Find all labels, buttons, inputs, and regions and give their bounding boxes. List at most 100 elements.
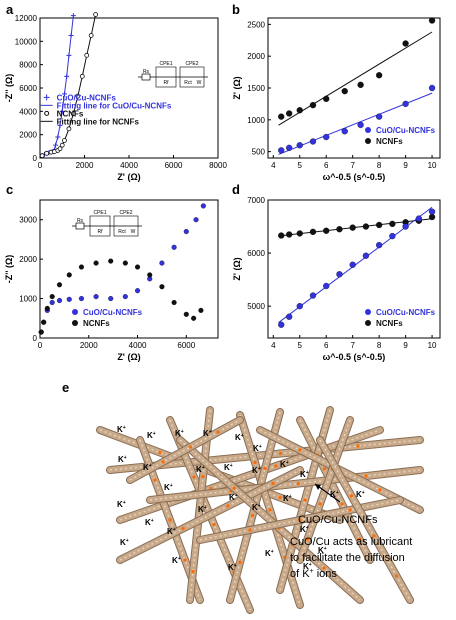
data-point	[402, 100, 409, 108]
data-point	[375, 113, 383, 120]
data-point	[286, 110, 293, 117]
legend-label: NCNFs	[83, 319, 110, 328]
k-ion-label: K+	[318, 546, 327, 555]
k-ion-charge: +	[234, 563, 237, 569]
data-point	[278, 321, 285, 328]
k-ion-label: K+	[253, 444, 262, 453]
fit-line	[278, 31, 433, 126]
legend-marker	[365, 127, 371, 133]
circuit-label: Rs	[143, 69, 150, 75]
panel-label-b: b	[232, 2, 240, 17]
x-tick-label: 0	[38, 161, 43, 170]
data-point	[286, 231, 293, 238]
cuo-particle	[191, 569, 195, 574]
k-ion-charge: +	[286, 460, 289, 466]
cuo-particle	[232, 486, 236, 490]
y-tick-label: 1500	[247, 84, 265, 93]
fiber-stripe	[319, 439, 411, 601]
panel-d: d 4 5 6 7 8 9 10 5000 6000 7000 ω^-0.5 (s^-0.5) Z' (…	[232, 182, 441, 362]
k-ion-charge: +	[123, 425, 126, 431]
data-point	[193, 217, 199, 223]
data-point	[375, 72, 383, 79]
fiber-stripe	[129, 419, 241, 481]
fiber-body	[297, 417, 353, 563]
data-point	[278, 113, 285, 120]
k-ion-charge: +	[123, 500, 126, 506]
fiber	[236, 411, 304, 609]
data-point	[70, 111, 76, 117]
legend-marker	[365, 138, 371, 144]
resistor-rs	[141, 73, 151, 81]
cuo-particle	[348, 508, 352, 512]
caption-material: CuO/Cu-NCNFs	[298, 514, 378, 526]
data-point	[309, 292, 317, 299]
cuo-particle	[274, 464, 278, 468]
data-point	[336, 226, 343, 233]
data-point	[134, 264, 141, 270]
cuo-particle	[322, 566, 326, 570]
y-tick-label: 6000	[247, 249, 265, 258]
k-ion-charge: +	[336, 490, 339, 496]
k-ion-label: K+	[280, 460, 289, 469]
data-point	[159, 284, 165, 290]
cuo-particle	[161, 460, 165, 464]
data-point	[39, 153, 45, 159]
x-tick-label: 4	[271, 161, 276, 170]
data-point	[309, 138, 317, 145]
data-point	[341, 128, 348, 135]
k-ion-charge: +	[151, 518, 154, 524]
circuit-label: CPE2	[119, 210, 132, 216]
cuo-particle	[278, 451, 283, 456]
panel-b: b 4 5 6 7 8 9 10 500 1000 1500 2000 2500 ω^-0.5 (s^-0…	[232, 2, 441, 182]
data-point	[375, 241, 383, 249]
data-point	[375, 221, 383, 229]
fiber-stripe	[179, 439, 361, 601]
k-ion-charge: +	[126, 538, 129, 544]
data-point	[93, 12, 99, 17]
fiber	[196, 496, 404, 544]
y-axis-label: -Z'' (Ω)	[4, 74, 14, 103]
k-ion-charge: +	[309, 562, 312, 568]
data-point	[428, 213, 436, 221]
cuo-particle	[253, 460, 257, 465]
y-tick-label: 0	[33, 334, 38, 343]
k-ion-label: K+	[235, 433, 244, 442]
circuit-inset: CPE1 CPE2 Rs Rf Rct W	[138, 61, 208, 88]
data-point	[402, 40, 409, 47]
cuo-particle	[303, 498, 307, 502]
parallel-block-1	[89, 215, 111, 237]
cuo-particle	[296, 481, 301, 486]
cuo-particle	[268, 508, 272, 512]
k-ion-label: K+	[118, 455, 127, 464]
k-ion-label: K+	[117, 425, 126, 434]
data-point	[296, 142, 303, 149]
cuo-particle	[263, 466, 267, 470]
k-ion-label: K+	[252, 503, 261, 512]
cuo-particle	[188, 445, 193, 449]
k-ion-label: K+	[143, 463, 152, 472]
x-tick-label: 7	[350, 161, 355, 170]
y-tick-label: 1000	[19, 295, 37, 304]
k-ion-label: K+	[145, 518, 154, 527]
caption-ions: ions	[314, 568, 338, 580]
data-point	[134, 288, 141, 294]
y-tick-label: 7000	[247, 196, 265, 205]
k-ion-label: K+	[196, 465, 205, 474]
data-point	[191, 315, 197, 321]
x-tick-label: 6000	[165, 161, 183, 170]
cuo-particle	[250, 513, 255, 518]
data-point	[55, 134, 61, 140]
y-tick-label: 2000	[19, 131, 37, 140]
panel-a: a 0 2000 4000 6000 8000 0 2000 4000 6000 8000 10000…	[4, 2, 227, 182]
legend-label: NCNFs	[57, 109, 84, 118]
x-tick-label: 5	[298, 161, 303, 170]
caption-arrowhead	[315, 484, 321, 490]
y-tick-label: 500	[252, 148, 266, 157]
cuo-particle	[305, 537, 310, 541]
k-ion-charge: +	[202, 465, 205, 471]
cuo-particle	[158, 450, 162, 455]
x-tick-label: 9	[403, 341, 408, 350]
data-point	[122, 260, 128, 266]
cuo-particle	[168, 518, 172, 522]
